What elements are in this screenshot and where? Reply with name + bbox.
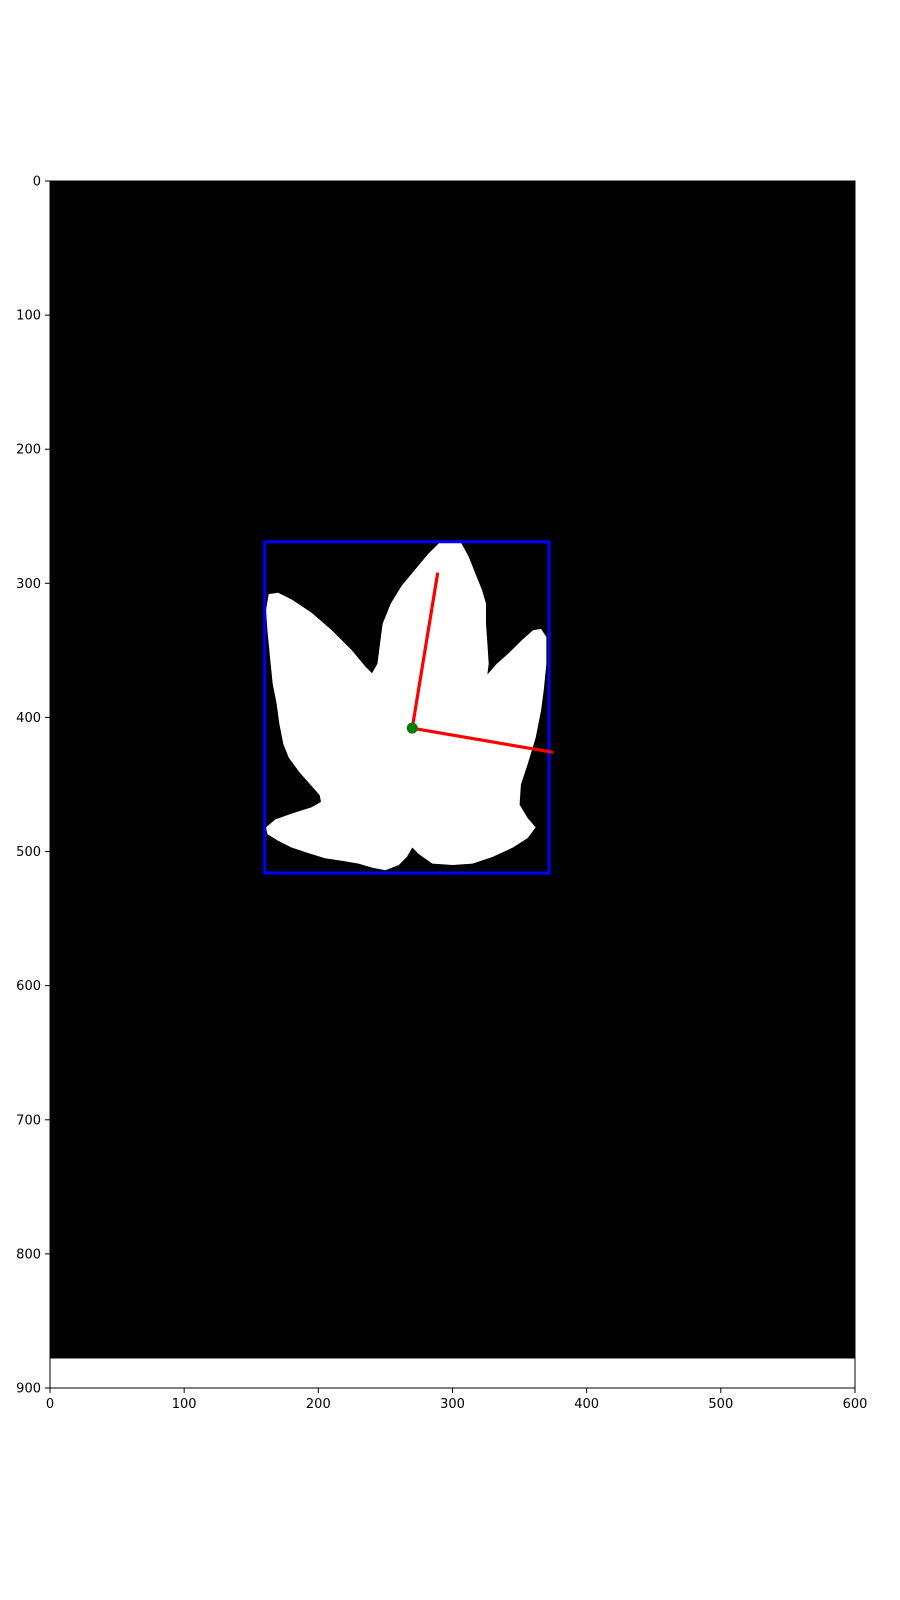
centroid-marker bbox=[406, 722, 418, 734]
axis-line-2 bbox=[411, 726, 554, 754]
x-tick-label: 400 bbox=[574, 1397, 599, 1412]
x-tick-label: 300 bbox=[440, 1397, 465, 1412]
y-tick-label: 0 bbox=[33, 175, 41, 190]
x-axis: 0 100 200 300 400 500 600 bbox=[46, 1388, 868, 1412]
x-tick-label: 200 bbox=[306, 1397, 331, 1412]
y-tick-label: 800 bbox=[16, 1247, 41, 1262]
principal-axes bbox=[410, 572, 554, 754]
y-tick-label: 700 bbox=[16, 1113, 41, 1128]
y-tick-label: 100 bbox=[16, 309, 41, 324]
y-axis: 0 100 200 300 400 500 600 700 800 900 bbox=[16, 175, 50, 1397]
x-tick-label: 600 bbox=[843, 1397, 868, 1412]
y-tick-label: 400 bbox=[16, 711, 41, 726]
x-tick-label: 0 bbox=[46, 1397, 54, 1412]
bounding-box bbox=[263, 540, 551, 875]
y-tick-label: 500 bbox=[16, 845, 41, 860]
y-tick-label: 300 bbox=[16, 577, 41, 592]
y-tick-label: 900 bbox=[16, 1382, 41, 1397]
x-tick-label: 100 bbox=[172, 1397, 197, 1412]
x-tick-label: 500 bbox=[708, 1397, 733, 1412]
leaf-mask bbox=[266, 540, 547, 871]
y-tick-label: 600 bbox=[16, 979, 41, 994]
axis-line-1 bbox=[410, 572, 440, 729]
image-unfilled-strip bbox=[50, 1358, 855, 1388]
y-tick-label: 200 bbox=[16, 443, 41, 458]
